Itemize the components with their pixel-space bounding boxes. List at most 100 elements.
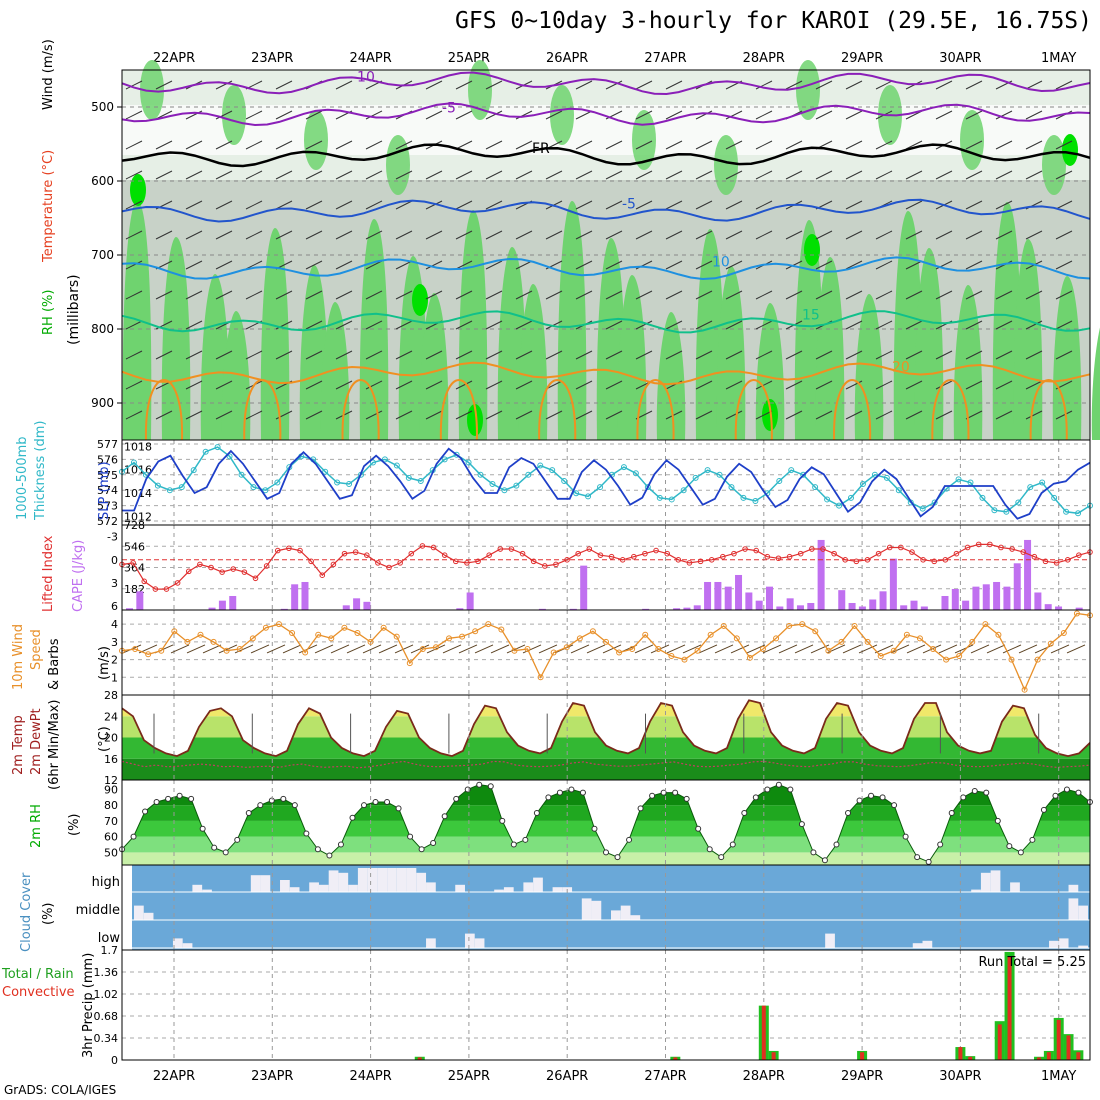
thickness-point (704, 467, 711, 474)
wind-barb-surface (330, 644, 350, 654)
wind-barb (245, 410, 263, 420)
temp-tick-label: 16 (104, 753, 118, 766)
thickness-line (121, 446, 1091, 515)
cape-bar (136, 591, 144, 610)
wind-barb (335, 200, 353, 210)
cape-bar (889, 558, 897, 610)
wind-speed-point (707, 631, 714, 638)
cape-bar (920, 606, 928, 610)
thickness-point (847, 494, 854, 501)
wind-barb (605, 170, 623, 180)
li-point (141, 578, 148, 585)
wind-barb (395, 410, 413, 420)
wind-barb (215, 140, 233, 150)
wind-barb (725, 230, 743, 240)
rh-upper-patch (1042, 135, 1066, 195)
rh-point (476, 781, 483, 788)
li-point (308, 558, 314, 565)
thickness-point (154, 482, 161, 489)
wind-barb (845, 80, 863, 90)
top-date-label: 27APR (644, 51, 686, 66)
wind-barb (335, 320, 353, 330)
cloud-high-bar (280, 880, 290, 892)
wind-barb (275, 110, 293, 120)
wind-barb (845, 260, 863, 270)
li-point (130, 560, 136, 566)
cloud-axis-label-1: Cloud Cover (19, 872, 34, 952)
li-point (163, 586, 170, 592)
rh-tick-label: 60 (104, 831, 118, 844)
cloud-low-bar (912, 943, 923, 948)
wind-barb (605, 290, 623, 300)
temperature-contour-loop (734, 379, 773, 441)
rh-point (441, 813, 448, 820)
wind-barb-surface (474, 644, 494, 654)
wind-barb (1025, 410, 1043, 420)
wind-barb (215, 110, 233, 120)
rh-point (833, 841, 840, 848)
cloud-low-bar (1078, 945, 1088, 948)
wind-speed-point (786, 622, 793, 629)
cloud-high-bar (357, 868, 368, 892)
li-point (375, 560, 381, 566)
wind-barb (605, 380, 623, 390)
wind-barb (995, 320, 1013, 330)
rh-upper-patch (550, 85, 574, 145)
wind-barb (635, 200, 653, 210)
wind-barb (125, 230, 143, 240)
wind-barb (335, 260, 353, 270)
wind-barb (635, 230, 653, 240)
pressure-tick-label: 900 (91, 396, 114, 410)
bottom-date-label: 30APR (939, 1069, 981, 1084)
wind-speed-point (1021, 686, 1028, 693)
cloud-high-bar (338, 872, 349, 892)
wind-barb (455, 200, 473, 210)
thickness-point (788, 467, 795, 474)
thickness-tick-label: 572 (97, 515, 118, 528)
temperature-contour-label: -5 (442, 100, 456, 116)
wind-barb (305, 290, 323, 300)
wind-barb-surface (794, 644, 814, 654)
wind-barb (875, 140, 893, 150)
rh-tick-label: 50 (104, 846, 118, 859)
wind-speed-point (982, 621, 989, 628)
thickness-point (405, 474, 412, 481)
wind-barb (365, 200, 383, 210)
wind-barb (155, 230, 173, 240)
wind-barb (485, 200, 503, 210)
wind-barb (425, 350, 443, 360)
wind-barb (305, 410, 323, 420)
wind-barb (1055, 200, 1073, 210)
li-point (864, 557, 871, 563)
wind-barb (305, 350, 323, 360)
thickness-point (752, 497, 759, 504)
wind-axis-label-2: Speed (29, 629, 44, 670)
wind-barb (995, 380, 1013, 390)
cloud-high-bar (980, 872, 991, 892)
wind-speed-point (642, 631, 649, 638)
wind-barb (365, 260, 383, 270)
wind-barb (695, 260, 713, 270)
rh-point (165, 795, 172, 802)
rh-point (579, 789, 586, 796)
rh-point (660, 789, 667, 796)
wind-barb (425, 260, 443, 270)
wind-barb-surface (586, 644, 606, 654)
li-point (219, 569, 225, 575)
rh-upper-patch (140, 60, 164, 120)
cloud-middle-bar (611, 910, 621, 920)
wind-barb (815, 350, 833, 360)
precip-tick-label: 1.7 (101, 944, 119, 957)
cape-bar (786, 598, 794, 610)
wind-speed-point (537, 674, 544, 681)
temperature-contour-label: 20 (892, 359, 910, 375)
wind-barb (185, 290, 203, 300)
cape-bar (714, 581, 722, 610)
li-point (853, 558, 860, 565)
wind-barb (695, 200, 713, 210)
wind-barb-surface (1018, 644, 1038, 654)
wind-barb-surface (202, 644, 222, 654)
cloud-background (132, 865, 1090, 950)
thickness-tick-label: 576 (97, 453, 118, 466)
